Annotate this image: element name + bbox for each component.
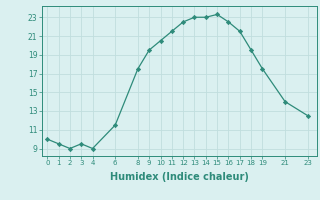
X-axis label: Humidex (Indice chaleur): Humidex (Indice chaleur) xyxy=(110,172,249,182)
